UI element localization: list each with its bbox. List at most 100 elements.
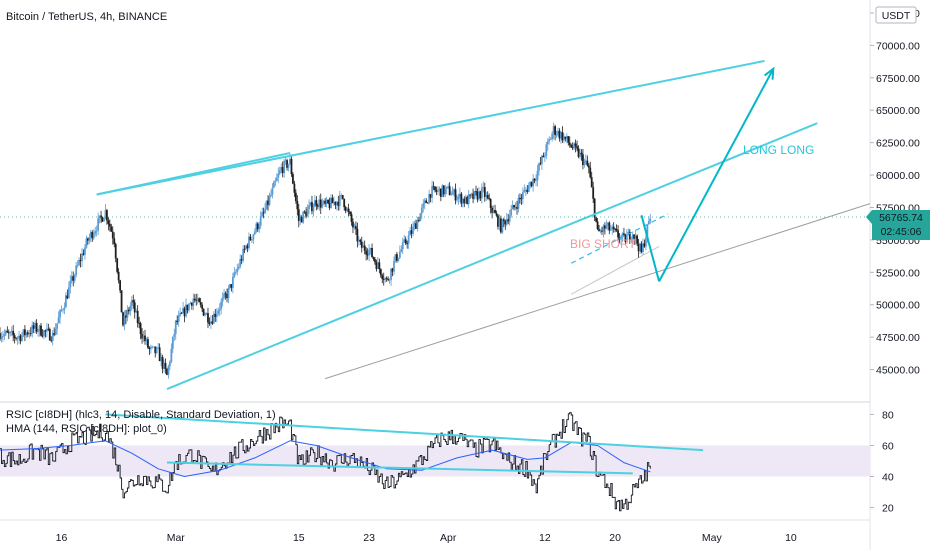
candle-body <box>233 272 236 277</box>
candle-body <box>551 133 554 140</box>
candle-body <box>154 346 157 354</box>
candle-body <box>148 347 151 350</box>
candle-body <box>107 220 110 224</box>
candle-body <box>428 194 431 204</box>
candle-body <box>144 335 146 342</box>
candle-body <box>152 346 155 348</box>
candle-body <box>330 197 332 208</box>
rsi-axis[interactable]: 80 60 40 20 <box>870 409 894 515</box>
candle-body <box>406 243 409 245</box>
candle-body <box>308 205 310 210</box>
candle-body <box>204 314 206 316</box>
candle-body <box>504 220 507 225</box>
big-short-label[interactable]: BIG SHORT <box>570 237 636 251</box>
candle-body <box>126 309 129 318</box>
candle-body <box>614 228 617 230</box>
candle-body <box>637 243 640 252</box>
candle-body <box>401 242 404 250</box>
price-tick-label: 67500.00 <box>876 73 920 85</box>
candle-body <box>261 212 264 217</box>
candle-body <box>98 215 101 219</box>
candle-body <box>579 152 581 157</box>
hma-legend[interactable]: HMA (144, RSIC [cI8DH]: plot_0) <box>6 423 167 435</box>
time-tick-label: May <box>702 532 723 544</box>
candle-body <box>252 234 255 240</box>
candle-body <box>305 212 308 217</box>
candle-body <box>510 209 513 216</box>
rsi-lower-trend-line <box>166 461 633 475</box>
candle-body <box>476 191 479 200</box>
currency-badge[interactable] <box>875 6 917 24</box>
lower-trend-line <box>166 122 818 390</box>
candle-body <box>251 239 253 241</box>
trend-lines[interactable] <box>96 59 818 390</box>
candle-body <box>574 143 577 147</box>
candle-body <box>75 265 78 276</box>
candle-body <box>460 193 463 204</box>
candle-body <box>37 331 39 333</box>
candle-body <box>338 195 341 206</box>
candle-body <box>79 259 82 262</box>
candle-body <box>422 203 425 208</box>
candle-body <box>584 160 587 162</box>
gray-channel[interactable] <box>324 203 871 380</box>
candle-body <box>636 235 639 244</box>
candle-body <box>538 163 540 171</box>
candle-body <box>514 207 517 208</box>
candle-body <box>595 217 598 222</box>
candle-body <box>4 330 7 334</box>
candle-body <box>491 207 494 213</box>
candle-body <box>48 329 51 341</box>
candle-body <box>376 262 379 269</box>
time-axis[interactable]: 16 Mar 15 23 Apr 12 20 May 10 <box>56 532 797 544</box>
time-tick-label: 12 <box>539 532 551 544</box>
candle-body <box>224 293 227 295</box>
candle-body <box>441 185 444 197</box>
candle-body <box>151 346 154 348</box>
candle-body <box>413 223 416 227</box>
candle-body <box>396 254 398 261</box>
projection-arrows[interactable] <box>0 66 870 282</box>
candle-body <box>287 163 290 168</box>
candle-body <box>473 191 476 199</box>
candle-body <box>73 275 76 281</box>
candle-body <box>507 219 510 222</box>
candle-body <box>182 308 184 313</box>
candle-body <box>549 139 552 140</box>
candle-body <box>161 356 164 369</box>
long-long-label[interactable]: LONG LONG <box>743 143 814 157</box>
candle-body <box>543 155 546 158</box>
candle-body <box>303 211 306 213</box>
candle-body <box>54 328 57 335</box>
candle-body <box>258 225 261 230</box>
candle-body <box>138 323 141 324</box>
candle-body <box>45 328 48 332</box>
candle-body <box>94 231 97 234</box>
candle-body <box>461 198 464 204</box>
candle-body <box>133 302 136 313</box>
candle-body <box>334 201 337 206</box>
candle-body <box>277 173 280 178</box>
candle-body <box>275 177 278 181</box>
gray-channel-short-line <box>570 245 660 295</box>
candle-body <box>106 210 108 221</box>
candle-body <box>321 203 324 208</box>
candle-body <box>223 293 225 298</box>
candle-body <box>524 189 527 191</box>
rsi-legend[interactable]: RSIC [cI8DH] (hlc3, 14, Disable, Standar… <box>6 409 276 421</box>
price-axis[interactable]: 72500.0070000.0067500.0065000.0062500.00… <box>870 8 920 377</box>
candle-body <box>240 259 243 261</box>
candle-body <box>56 323 59 329</box>
candle-body <box>220 301 223 309</box>
candle-body <box>147 339 149 348</box>
candle-body <box>374 259 376 263</box>
candle-body <box>352 221 354 228</box>
rsi-tick-label: 80 <box>882 409 894 421</box>
candle-body <box>582 154 584 165</box>
time-tick-label: 15 <box>293 532 305 544</box>
candle-body <box>60 309 63 311</box>
candle-body <box>343 198 346 208</box>
candle-body <box>341 195 344 199</box>
candle-body <box>552 126 555 134</box>
